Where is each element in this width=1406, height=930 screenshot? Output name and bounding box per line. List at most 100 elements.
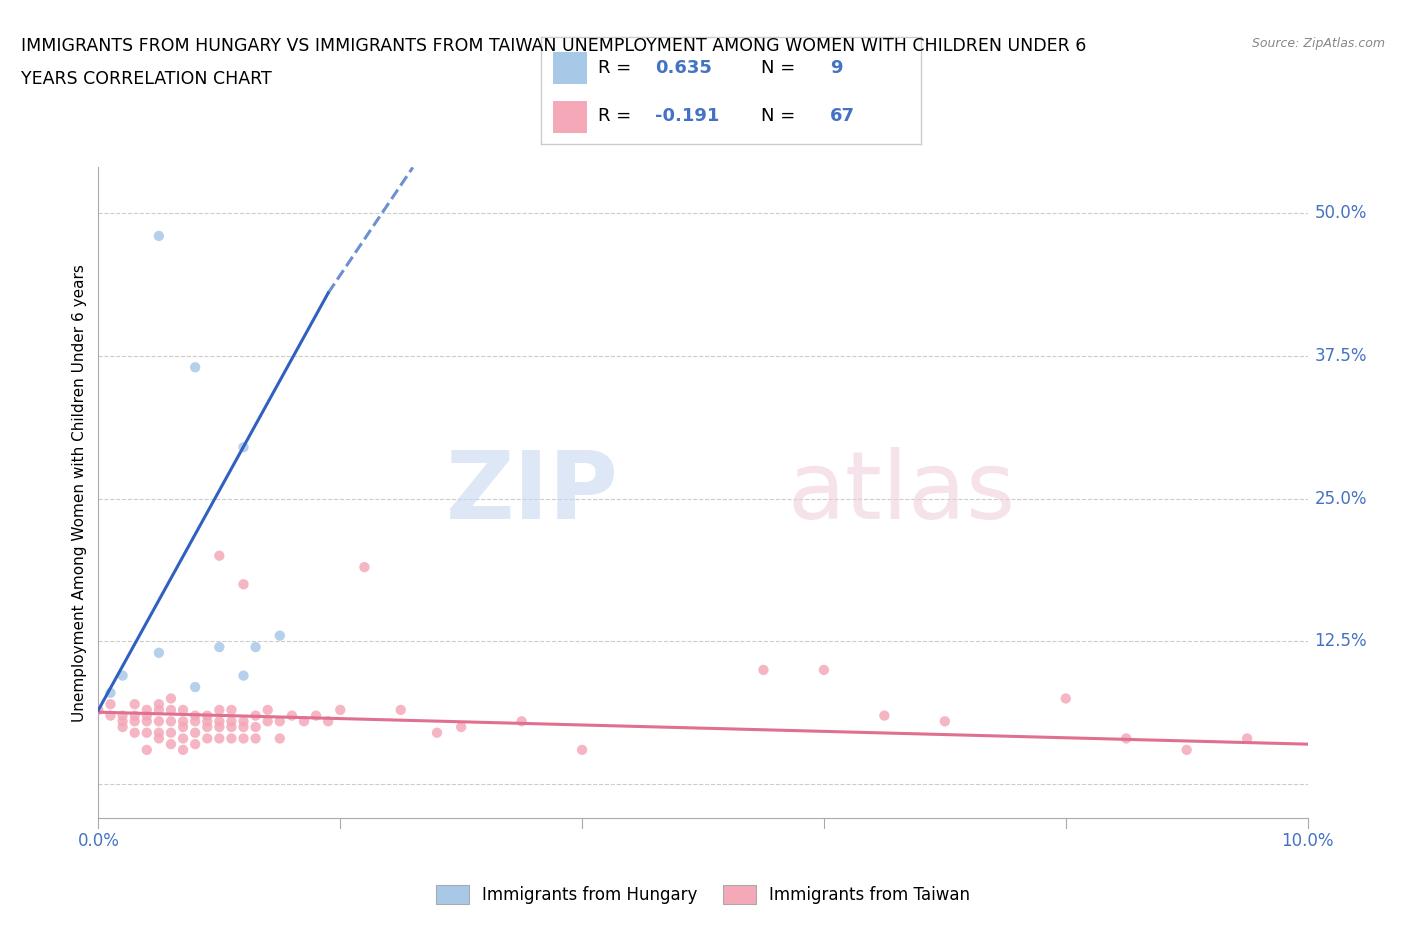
Point [450,720,472,735]
Text: atlas: atlas [787,447,1017,538]
Point [813,662,835,677]
Point [195,731,218,746]
Point [208,731,231,746]
Point [269,629,291,644]
Text: IMMIGRANTS FROM HUNGARY VS IMMIGRANTS FROM TAIWAN UNEMPLOYMENT AMONG WOMEN WITH : IMMIGRANTS FROM HUNGARY VS IMMIGRANTS FR… [21,37,1087,55]
Point [160,702,183,717]
Point [245,720,267,735]
Point [184,714,207,729]
Text: 37.5%: 37.5% [1315,347,1367,365]
Text: N =: N = [762,59,801,76]
Point [135,725,157,740]
Point [281,708,304,723]
Point [510,714,533,729]
Point [873,708,896,723]
Point [221,702,243,717]
Point [232,720,254,735]
Point [1236,731,1258,746]
Point [148,714,170,729]
Point [148,731,170,746]
Point [232,440,254,455]
Point [269,714,291,729]
Text: 0.635: 0.635 [655,59,711,76]
Point [124,708,146,723]
Text: 10.0%: 10.0% [1281,832,1334,850]
Point [245,640,267,655]
Point [426,725,449,740]
Text: 67: 67 [830,107,855,126]
Point [135,708,157,723]
Point [269,731,291,746]
Point [752,662,775,677]
Point [389,702,412,717]
Point [256,714,278,729]
Point [148,645,170,660]
Point [135,742,157,757]
Point [184,725,207,740]
Point [160,691,183,706]
Point [148,229,170,244]
Text: 12.5%: 12.5% [1315,632,1367,650]
Point [111,668,134,683]
Text: 25.0%: 25.0% [1315,489,1367,508]
Point [208,549,231,564]
Y-axis label: Unemployment Among Women with Children Under 6 years: Unemployment Among Women with Children U… [72,264,87,722]
Point [256,702,278,717]
Point [172,731,194,746]
Point [245,708,267,723]
Text: Source: ZipAtlas.com: Source: ZipAtlas.com [1251,37,1385,50]
Point [1115,731,1137,746]
Point [172,702,194,717]
Point [124,725,146,740]
Point [135,714,157,729]
Point [221,720,243,735]
Point [232,731,254,746]
Point [172,714,194,729]
Point [124,714,146,729]
Point [135,702,157,717]
Text: -0.191: -0.191 [655,107,720,126]
Point [232,714,254,729]
Text: YEARS CORRELATION CHART: YEARS CORRELATION CHART [21,70,271,87]
Point [1175,742,1198,757]
Point [184,360,207,375]
Point [195,708,218,723]
Text: 50.0%: 50.0% [1315,204,1367,222]
Point [571,742,593,757]
Point [148,725,170,740]
Point [160,737,183,751]
Point [160,725,183,740]
Legend: Immigrants from Hungary, Immigrants from Taiwan: Immigrants from Hungary, Immigrants from… [429,879,977,911]
Point [316,714,339,729]
Point [1054,691,1077,706]
Text: 9: 9 [830,59,842,76]
Point [100,697,122,711]
Point [111,720,134,735]
Point [208,702,231,717]
Point [195,720,218,735]
Text: 0.0%: 0.0% [77,832,120,850]
Point [172,720,194,735]
Point [100,708,122,723]
Point [87,702,110,717]
FancyBboxPatch shape [553,52,586,85]
Point [208,720,231,735]
Text: R =: R = [599,107,637,126]
Point [305,708,328,723]
Point [329,702,352,717]
Point [172,742,194,757]
Point [124,697,146,711]
Point [160,714,183,729]
Text: ZIP: ZIP [446,447,619,538]
Point [148,697,170,711]
Point [221,714,243,729]
Point [232,577,254,591]
Point [292,714,315,729]
Point [184,708,207,723]
FancyBboxPatch shape [553,101,586,134]
Point [208,640,231,655]
Point [100,685,122,700]
Point [111,708,134,723]
Point [208,714,231,729]
Point [221,731,243,746]
